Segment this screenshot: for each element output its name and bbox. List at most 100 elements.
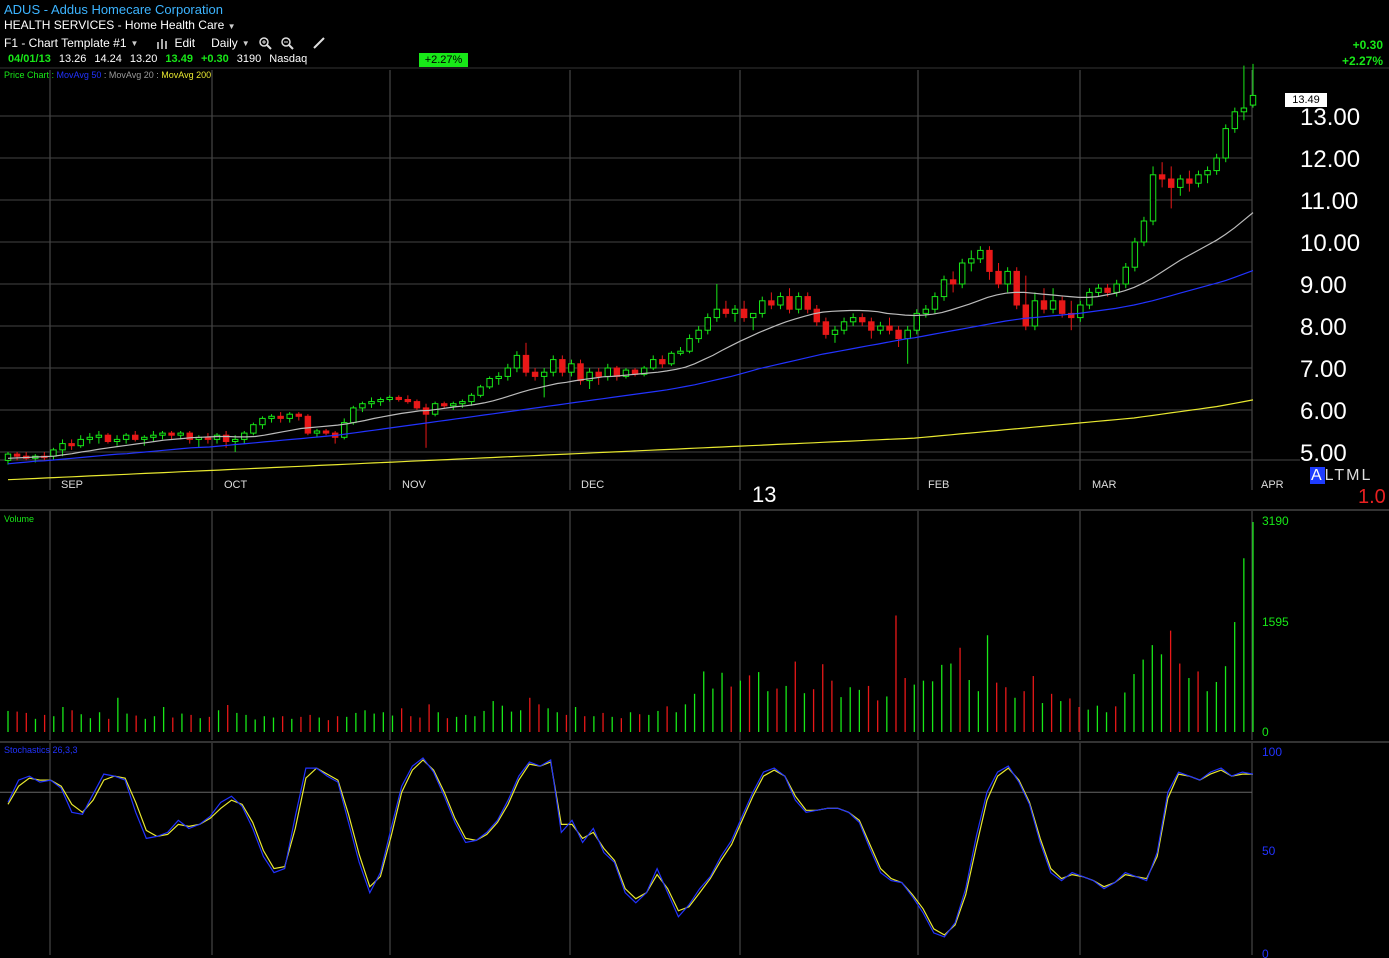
candle-body: [995, 270, 1002, 285]
candle-body: [913, 312, 920, 331]
candle-body: [1004, 270, 1011, 285]
draw-button[interactable]: [312, 36, 326, 50]
candle-body: [350, 407, 357, 424]
x-month-label: OCT: [224, 479, 248, 491]
stoch-tick-label: 0: [1262, 947, 1269, 958]
bar-chart-icon: [157, 39, 168, 49]
candle-body: [1195, 174, 1202, 184]
chart-template-dropdown[interactable]: F1 - Chart Template #1 ▼: [4, 36, 138, 50]
window-title: ADUS - Addus Homecare Corporation: [4, 2, 223, 17]
candle-body: [259, 417, 266, 426]
volume-tick-label: 3190: [1262, 514, 1289, 528]
candle-body: [1022, 304, 1030, 327]
candle-body: [1058, 300, 1066, 314]
candle-body: [286, 413, 293, 419]
scale-mode-a[interactable]: A: [1310, 467, 1325, 484]
candle-body: [577, 363, 584, 382]
candle-body: [477, 386, 484, 396]
candle-body: [586, 371, 593, 382]
candle-body: [95, 434, 103, 438]
candle-body: [404, 399, 412, 403]
symbol: ADUS: [4, 2, 41, 17]
candle-body: [77, 438, 84, 447]
year-label: 13: [752, 482, 776, 507]
volume-label: Volume: [4, 514, 35, 524]
scale-mode-l2[interactable]: L: [1361, 467, 1373, 484]
candle-body: [1122, 266, 1130, 285]
candle-body: [486, 378, 493, 388]
candle-body: [849, 317, 857, 323]
industry-dropdown[interactable]: HEALTH SERVICES - Home Health Care ▼: [4, 18, 236, 32]
candle-body: [440, 403, 448, 407]
candle-body: [268, 415, 275, 419]
zoom-in-button[interactable]: [258, 36, 272, 50]
candle-body: [522, 354, 530, 373]
candle-body: [540, 371, 548, 377]
candle-body: [468, 394, 475, 403]
candle-body: [931, 296, 939, 310]
edit-button[interactable]: Edit: [156, 36, 195, 50]
chevron-down-icon: ▼: [227, 22, 236, 31]
x-month-label: APR: [1261, 479, 1284, 491]
candle-body: [822, 321, 830, 335]
quote-date: 04/01/13: [8, 53, 51, 65]
scale-mode-l[interactable]: L: [1324, 467, 1335, 484]
candle-body: [168, 432, 175, 436]
stoch-tick-label: 100: [1262, 745, 1282, 759]
scale-value: 1.0: [1358, 486, 1386, 508]
candle-body: [1068, 312, 1075, 319]
ma20-line: [7, 212, 1254, 459]
legend-price-chart[interactable]: Price Chart: [4, 70, 50, 80]
candle-body: [1077, 304, 1084, 319]
candle-body: [377, 399, 384, 403]
candle-body: [322, 430, 330, 434]
candle-body: [731, 308, 739, 314]
legend-ma50[interactable]: MovAvg 50: [56, 70, 102, 80]
x-month-label: DEC: [581, 479, 604, 491]
candle-body: [940, 279, 948, 298]
candle-body: [1140, 220, 1148, 243]
stoch-d-line: [7, 759, 1253, 936]
ma50-line: [7, 270, 1254, 465]
legend-ma20[interactable]: MovAvg 20: [108, 70, 154, 80]
y-tick-label: 12.00: [1300, 146, 1360, 173]
quote-bar: 04/01/13 13.26 14.24 13.20 13.49 +0.30 3…: [8, 53, 315, 65]
zoom-out-button[interactable]: [280, 36, 294, 50]
legend-ma200[interactable]: MovAvg 200: [161, 70, 212, 80]
candle-body: [513, 354, 521, 369]
candle-body: [1086, 291, 1093, 306]
candle-body: [59, 443, 66, 451]
scale-mode-m[interactable]: M: [1346, 467, 1362, 484]
quote-close: 13.49: [165, 53, 193, 65]
x-month-label: MAR: [1092, 479, 1117, 491]
candle-body: [1031, 300, 1039, 327]
candle-body: [250, 424, 257, 434]
candle-body: [595, 371, 602, 377]
candle-body: [895, 329, 902, 340]
candle-body: [159, 432, 166, 436]
y-tick-label: 5.00: [1300, 440, 1347, 467]
candle-body: [640, 367, 648, 375]
scale-mode-t[interactable]: T: [1334, 467, 1347, 484]
candle-body: [704, 317, 711, 331]
scale-mode-selector[interactable]: ALTML: [1310, 467, 1372, 485]
candle-body: [722, 308, 730, 314]
candle-body: [1186, 178, 1193, 184]
candle-body: [150, 434, 157, 438]
candle-body: [568, 363, 575, 373]
candle-body: [904, 329, 911, 340]
y-tick-label: 13.00: [1300, 104, 1360, 131]
chevron-down-icon: ▼: [130, 38, 139, 48]
candle-body: [813, 308, 821, 323]
candle-body: [759, 300, 766, 314]
candle-body: [304, 415, 312, 434]
candle-body: [768, 300, 775, 306]
candle-body: [368, 401, 375, 405]
quote-exchange: Nasdaq: [269, 53, 308, 65]
candle-body: [104, 434, 112, 443]
period-dropdown[interactable]: Daily ▼: [211, 36, 250, 50]
candle-body: [749, 312, 757, 319]
last-price-tag: 13.49: [1285, 93, 1327, 107]
candle-body: [186, 432, 193, 440]
